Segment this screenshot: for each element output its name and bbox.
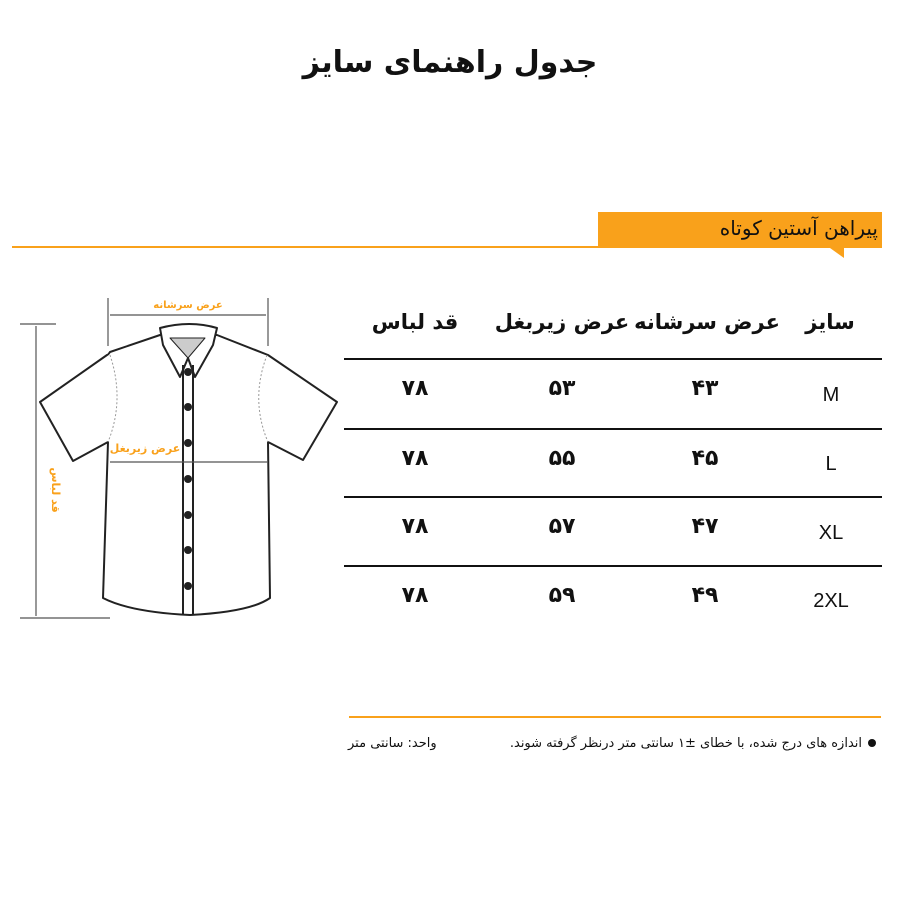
armpit-cell: ۵۳ xyxy=(548,376,576,401)
size-cell: L xyxy=(825,453,837,475)
note-text: اندازه های درج شده، با خطای ±۱ سانتی متر… xyxy=(509,736,862,751)
bullet-icon xyxy=(868,739,876,747)
length-label: قد لباس xyxy=(49,467,62,512)
length-cell: ۷۸ xyxy=(401,583,429,608)
shoulder-label: عرض سرشانه xyxy=(153,300,222,311)
shoulder-cell: ۴۳ xyxy=(691,376,719,401)
shoulder-cell: ۴۵ xyxy=(691,446,719,471)
size-cell: M xyxy=(822,384,840,406)
unit-text: واحد: سانتی متر xyxy=(348,736,437,751)
armpit-cell: ۵۷ xyxy=(548,514,576,539)
row-divider xyxy=(344,358,882,360)
size-cell: XL xyxy=(818,522,844,544)
header-length: قد لباس xyxy=(371,310,459,334)
divider xyxy=(12,246,602,248)
header-shoulder: عرض سرشانه xyxy=(634,310,780,334)
armpit-cell: ۵۵ xyxy=(548,446,576,471)
length-cell: ۷۸ xyxy=(401,376,429,401)
row-divider xyxy=(344,565,882,567)
length-cell: ۷۸ xyxy=(401,514,429,539)
length-cell: ۷۸ xyxy=(401,446,429,471)
page-title: جدول راهنمای سایز xyxy=(302,45,598,80)
shoulder-cell: ۴۹ xyxy=(691,583,719,608)
footer-note: اندازه های درج شده، با خطای ±۱ سانتی متر… xyxy=(510,736,876,751)
size-cell: 2XL xyxy=(813,590,849,612)
shoulder-cell: ۴۷ xyxy=(691,514,719,539)
header-armpit: عرض زیربغل xyxy=(494,310,630,334)
header-size: سایز xyxy=(805,310,855,334)
band-pointer xyxy=(830,248,844,258)
footer-divider xyxy=(349,716,881,718)
armpit-label: عرض زیربغل xyxy=(110,442,180,455)
armpit-cell: ۵۹ xyxy=(548,583,576,608)
section-title: پیراهن آستین کوتاه xyxy=(719,216,878,240)
section-header-band xyxy=(598,212,882,248)
row-divider xyxy=(344,428,882,430)
row-divider xyxy=(344,496,882,498)
shirt-diagram: عرض سرشانه عرض زیربغل قد لباس xyxy=(20,298,338,619)
